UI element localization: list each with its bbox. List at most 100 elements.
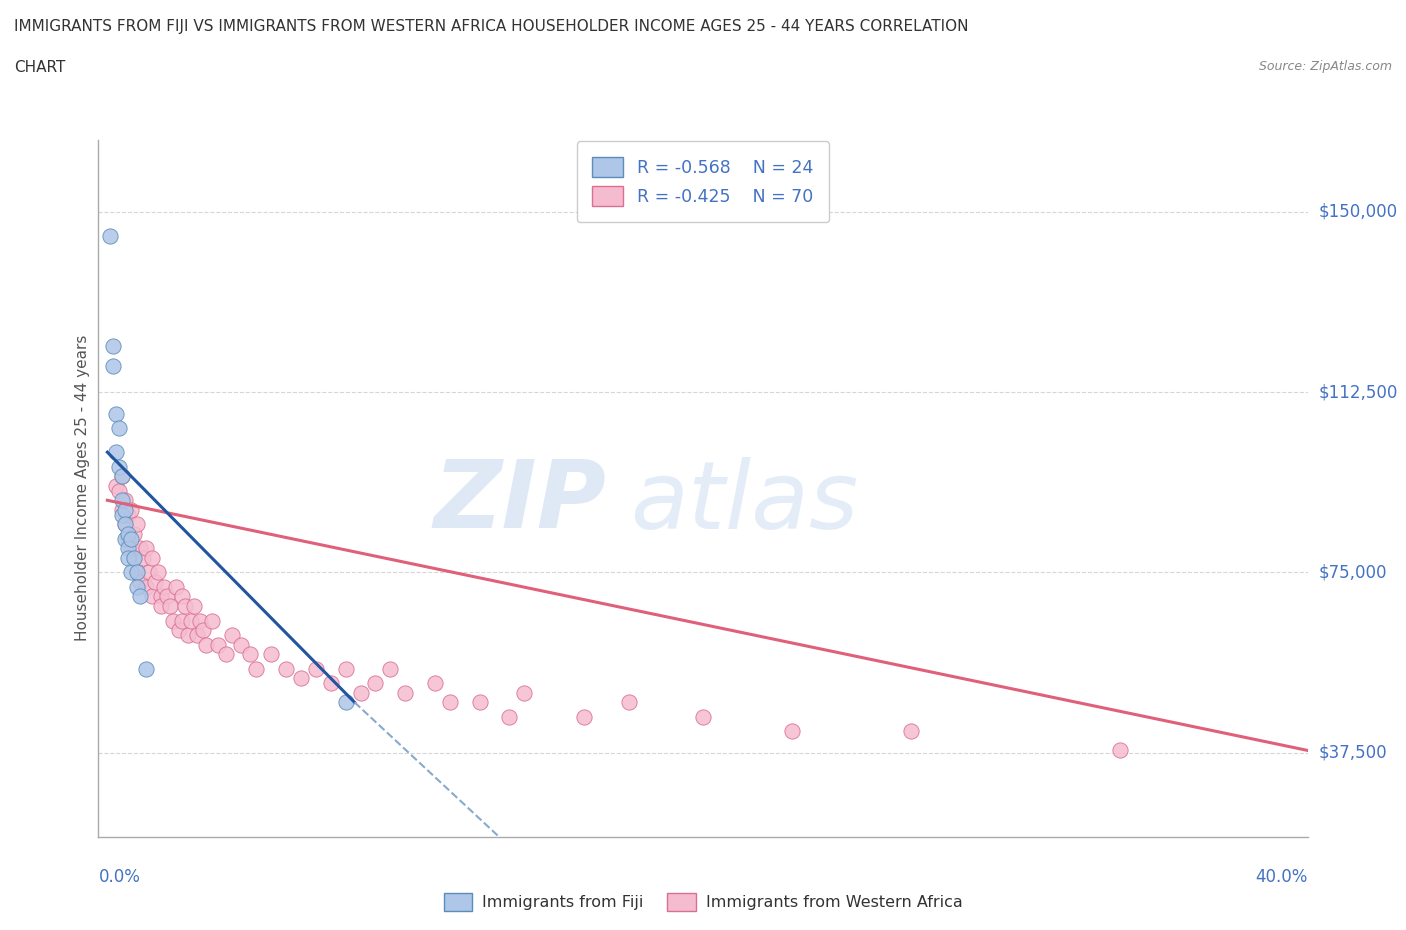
Point (146, 565, 169, 580)
Point (170, 613, 193, 628)
Point (156, 589, 179, 604)
Point (468, 695, 491, 710)
Point (117, 531, 139, 546)
Point (114, 517, 136, 532)
Point (127, 565, 149, 580)
Y-axis label: Householder Income Ages 25 - 44 years: Householder Income Ages 25 - 44 years (75, 335, 90, 642)
Point (290, 671, 312, 685)
Point (215, 646, 238, 661)
Point (105, 478, 128, 493)
Text: ZIP: ZIP (433, 457, 606, 548)
Point (120, 531, 142, 546)
Point (117, 526, 139, 541)
Text: $150,000: $150,000 (1319, 203, 1398, 220)
Point (162, 613, 184, 628)
Point (335, 661, 357, 676)
Point (108, 420, 131, 435)
Point (183, 599, 205, 614)
Point (423, 675, 446, 690)
Point (117, 551, 139, 565)
Point (114, 502, 136, 517)
Point (260, 646, 283, 661)
Point (239, 646, 262, 661)
Point (439, 695, 461, 710)
Point (129, 541, 152, 556)
Point (135, 579, 157, 594)
Point (103, 358, 125, 373)
Point (380, 661, 402, 676)
Text: 0.0%: 0.0% (98, 868, 141, 885)
Point (120, 565, 142, 580)
Point (122, 551, 145, 565)
Point (167, 623, 190, 638)
Point (129, 575, 152, 590)
Point (114, 531, 136, 546)
Point (120, 541, 142, 556)
Point (159, 599, 181, 614)
Point (98, 228, 121, 243)
Point (127, 517, 149, 532)
Point (127, 565, 149, 580)
Text: $112,500: $112,500 (1319, 383, 1398, 401)
Text: IMMIGRANTS FROM FIJI VS IMMIGRANTS FROM WESTERN AFRICA HOUSEHOLDER INCOME AGES 2: IMMIGRANTS FROM FIJI VS IMMIGRANTS FROM … (14, 19, 969, 33)
Point (138, 565, 160, 580)
Point (114, 517, 136, 532)
Point (173, 599, 195, 614)
Point (111, 507, 134, 522)
Point (305, 661, 328, 676)
Point (129, 589, 152, 604)
Point (120, 502, 142, 517)
Point (186, 628, 208, 643)
Point (170, 589, 193, 604)
Point (108, 459, 131, 474)
Point (141, 589, 163, 604)
Point (617, 695, 640, 710)
Point (127, 579, 149, 594)
Point (111, 469, 134, 484)
Text: $75,000: $75,000 (1319, 564, 1388, 581)
Point (194, 637, 217, 652)
Point (274, 661, 297, 676)
Point (135, 541, 157, 556)
Point (111, 469, 134, 484)
Point (245, 661, 267, 676)
Point (692, 710, 714, 724)
Point (122, 551, 145, 565)
Point (900, 724, 922, 738)
Point (111, 502, 134, 517)
Point (111, 493, 134, 508)
Point (513, 685, 536, 700)
Point (132, 551, 155, 565)
Point (114, 493, 136, 508)
Point (153, 579, 176, 594)
Text: CHART: CHART (14, 60, 66, 75)
Point (143, 575, 166, 590)
Point (149, 589, 172, 604)
Point (200, 613, 222, 628)
Point (165, 579, 187, 594)
Point (319, 675, 342, 690)
Point (149, 599, 172, 614)
Point (177, 628, 200, 643)
Point (108, 484, 131, 498)
Legend: Immigrants from Fiji, Immigrants from Western Africa: Immigrants from Fiji, Immigrants from We… (437, 886, 969, 917)
Point (231, 637, 253, 652)
Point (364, 675, 387, 690)
Point (105, 445, 128, 459)
Point (117, 507, 139, 522)
Point (117, 541, 139, 556)
Point (221, 628, 243, 643)
Point (105, 406, 128, 421)
Point (141, 551, 163, 565)
Point (207, 637, 229, 652)
Point (122, 526, 145, 541)
Point (188, 613, 211, 628)
Point (498, 710, 520, 724)
Point (191, 623, 214, 638)
Text: Source: ZipAtlas.com: Source: ZipAtlas.com (1258, 60, 1392, 73)
Point (180, 613, 202, 628)
Point (135, 661, 157, 676)
Point (349, 685, 371, 700)
Point (394, 685, 416, 700)
Point (782, 724, 804, 738)
